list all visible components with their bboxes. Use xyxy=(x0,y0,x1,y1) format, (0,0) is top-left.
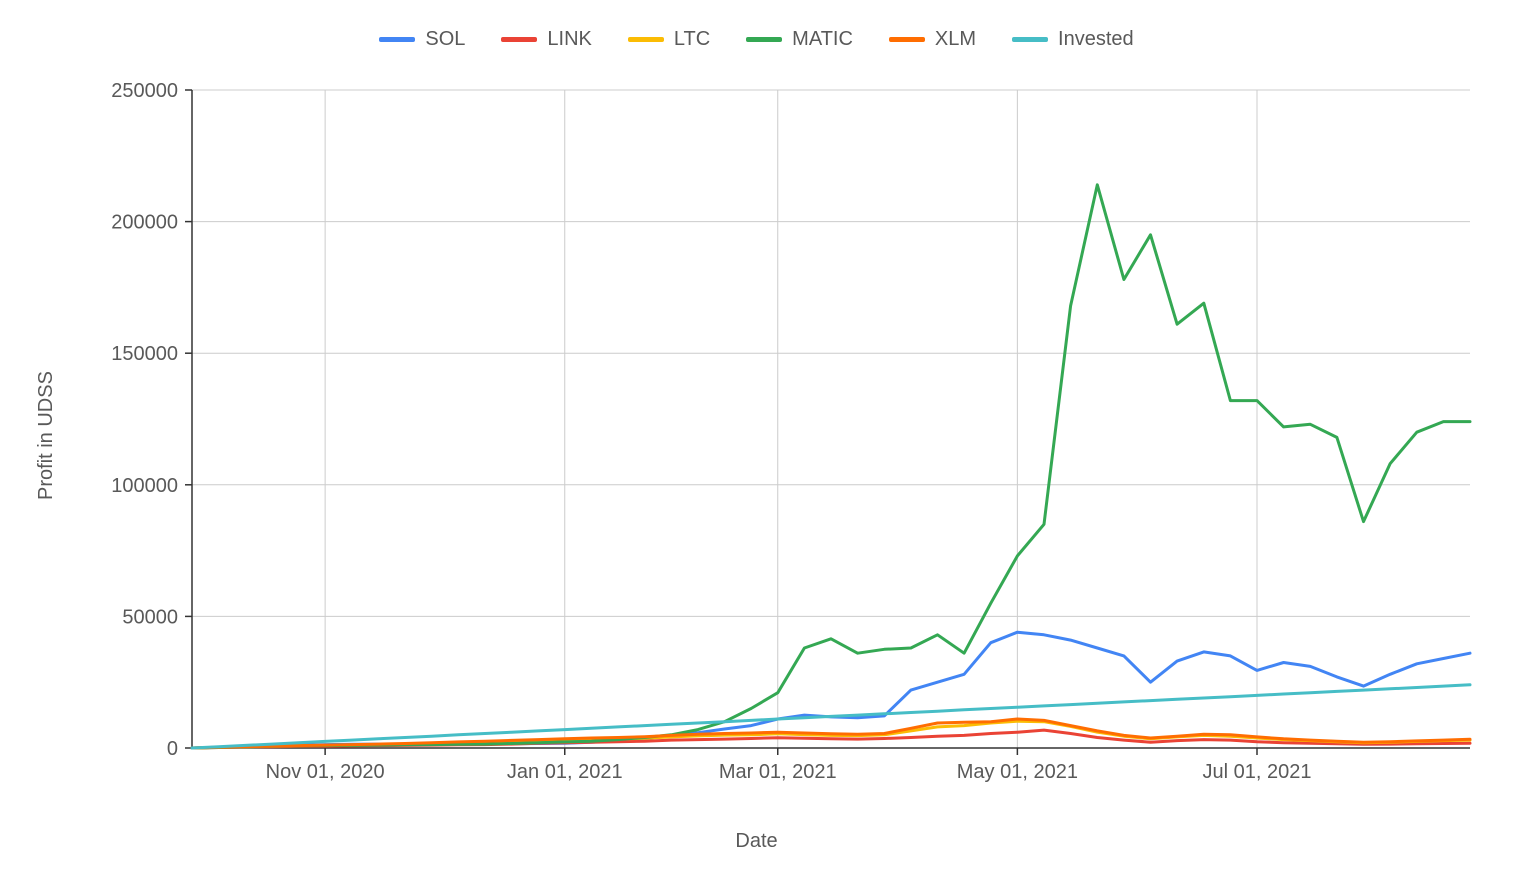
x-tick-label: May 01, 2021 xyxy=(957,761,1078,783)
y-tick-label: 100000 xyxy=(111,475,178,497)
y-tick-label: 150000 xyxy=(111,343,178,365)
x-tick-label: Jul 01, 2021 xyxy=(1203,761,1312,783)
y-axis-label: Profit in UDSS xyxy=(35,371,58,500)
x-tick-label: Mar 01, 2021 xyxy=(719,761,837,783)
plot-area: 0 50000 100000 150000 200000 250000 Nov 01, 20… xyxy=(0,0,1513,895)
y-tick-label: 50000 xyxy=(122,606,178,628)
y-tick-label: 250000 xyxy=(111,80,178,102)
x-axis-label: Date xyxy=(735,830,777,853)
x-tick-label: Jan 01, 2021 xyxy=(507,761,623,783)
series-line-sol xyxy=(192,632,1470,748)
y-tick-label: 200000 xyxy=(111,212,178,234)
x-tick-label: Nov 01, 2020 xyxy=(266,761,385,783)
y-tick-label: 0 xyxy=(167,738,178,760)
crypto-profit-chart: SOLLINKLTCMATICXLMInvested 0500001000001… xyxy=(0,0,1513,895)
